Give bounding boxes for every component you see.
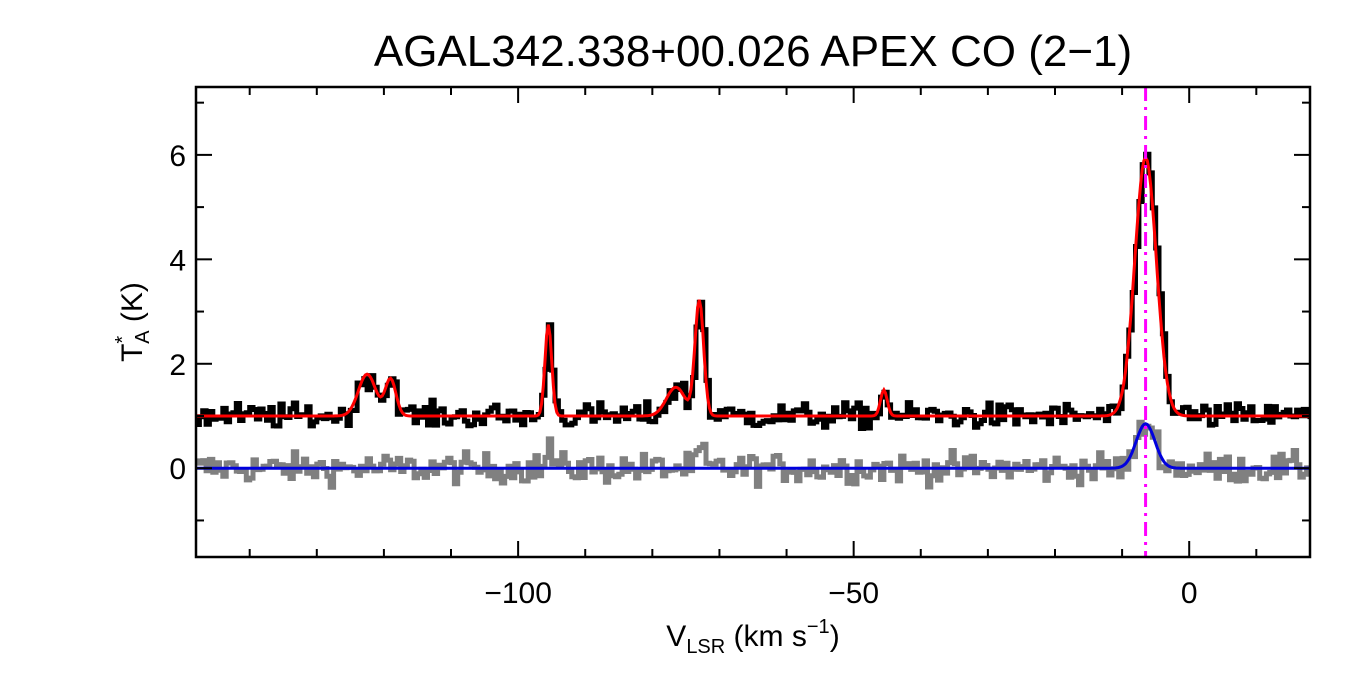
x-tick-label: −50 — [828, 577, 879, 610]
residual-line — [196, 419, 1310, 490]
y-tick-label: 4 — [169, 244, 186, 277]
residual-fit-line — [196, 422, 1310, 470]
y-tick-label: 0 — [169, 453, 186, 486]
y-axis-label-sup: * — [112, 336, 134, 344]
tick-label-layer: −100 −50 0 0 2 4 6 — [169, 140, 1197, 610]
y-tick-label: 6 — [169, 140, 186, 173]
x-axis-label-unit: (km s — [725, 620, 807, 653]
x-axis-label-main: V — [666, 620, 686, 653]
data-layer — [196, 151, 1310, 490]
x-axis-label-close: ) — [830, 620, 840, 653]
plot-frame — [194, 85, 1312, 559]
x-axis-label: VLSR (km s−1) — [666, 616, 839, 658]
fit-line — [196, 154, 1310, 418]
y-tick-label: 2 — [169, 349, 186, 382]
x-axis-label-exp: −1 — [807, 616, 830, 638]
chart-title: AGAL342.338+00.026 APEX CO (2−1) — [374, 27, 1132, 76]
tick-layer — [196, 87, 1310, 557]
x-tick-label: 0 — [1181, 577, 1198, 610]
y-axis-label: T*A (K) — [112, 282, 154, 362]
x-tick-label: −100 — [484, 577, 552, 610]
y-axis-label-sub: A — [132, 330, 154, 344]
x-axis-label-sub: LSR — [686, 636, 725, 658]
y-axis-label-main: T — [116, 344, 149, 362]
y-axis-label-unit: (K) — [116, 282, 149, 330]
